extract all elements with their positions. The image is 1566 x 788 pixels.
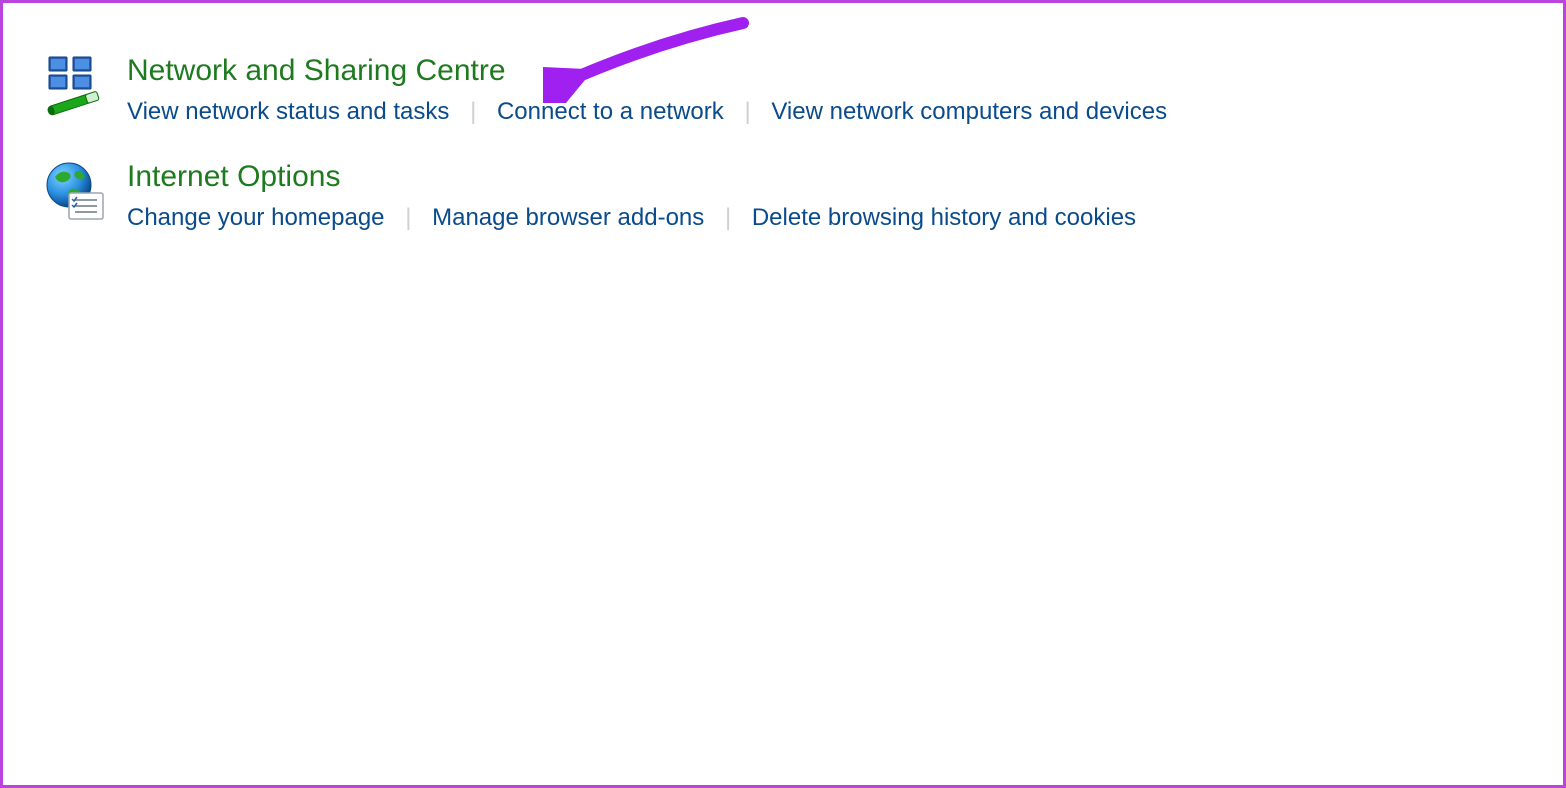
- category-internet-options: Internet Options Change your homepage | …: [43, 159, 1563, 235]
- link-manage-addons[interactable]: Manage browser add-ons: [432, 204, 704, 231]
- internet-options-icon[interactable]: [43, 159, 107, 223]
- link-delete-history[interactable]: Delete browsing history and cookies: [752, 204, 1136, 231]
- control-panel-content: Network and Sharing Centre View network …: [3, 3, 1563, 234]
- category-network-sharing: Network and Sharing Centre View network …: [43, 53, 1563, 129]
- link-view-network-computers[interactable]: View network computers and devices: [771, 98, 1167, 125]
- network-sharing-title[interactable]: Network and Sharing Centre: [127, 53, 1167, 89]
- category-body: Internet Options Change your homepage | …: [127, 159, 1136, 235]
- network-sharing-links: View network status and tasks | Connect …: [127, 95, 1167, 129]
- internet-options-links: Change your homepage | Manage browser ad…: [127, 201, 1136, 235]
- internet-options-title[interactable]: Internet Options: [127, 159, 1136, 195]
- link-separator: |: [730, 98, 764, 125]
- link-separator: |: [391, 204, 425, 231]
- link-change-homepage[interactable]: Change your homepage: [127, 204, 385, 231]
- link-view-network-status[interactable]: View network status and tasks: [127, 98, 449, 125]
- category-body: Network and Sharing Centre View network …: [127, 53, 1167, 129]
- link-separator: |: [711, 204, 745, 231]
- link-connect-to-network[interactable]: Connect to a network: [497, 98, 724, 125]
- link-separator: |: [456, 98, 490, 125]
- network-sharing-icon[interactable]: [43, 53, 107, 117]
